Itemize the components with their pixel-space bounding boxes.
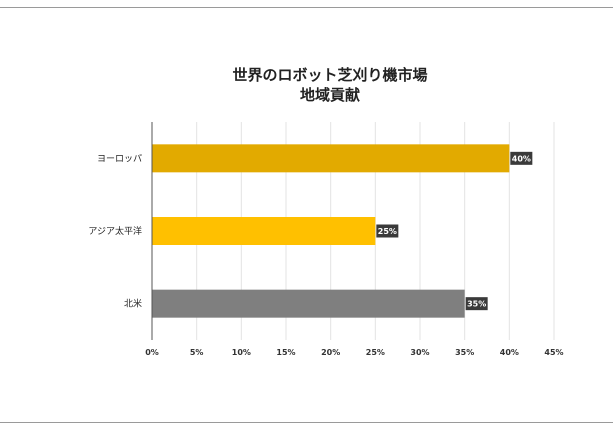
x-tick-label: 25%	[366, 348, 385, 357]
chart-title-line-1: 世界のロボット芝刈り機市場	[232, 66, 427, 84]
chart-title-line-2: 地域貢献	[300, 86, 360, 104]
data-labels: 40% 25% 35%	[376, 151, 533, 311]
bar	[152, 144, 510, 173]
x-axis-tick-labels: 0% 5% 10% 15% 20% 25% 30% 35% 40% 45%	[145, 348, 563, 357]
data-label: 25%	[378, 227, 397, 236]
data-label: 35%	[467, 300, 486, 309]
x-tick-label: 20%	[321, 348, 340, 357]
data-label: 40%	[512, 154, 531, 163]
data-label-box	[465, 297, 488, 311]
x-tick-label: 15%	[276, 348, 295, 357]
top-rule	[0, 7, 613, 8]
bar	[152, 217, 376, 245]
bar	[152, 289, 465, 318]
data-label-box	[510, 151, 533, 165]
x-tick-label: 40%	[500, 348, 519, 357]
x-tick-label: 0%	[145, 348, 159, 357]
x-tick-label: 30%	[410, 348, 429, 357]
x-tick-label: 5%	[190, 348, 204, 357]
bottom-rule	[0, 422, 613, 423]
data-label-box	[376, 224, 399, 238]
x-tick-label: 35%	[455, 348, 474, 357]
category-label: 北米	[124, 298, 142, 310]
x-tick-label: 45%	[544, 348, 563, 357]
category-label: ヨーロッパ	[97, 153, 142, 164]
bar-series	[152, 144, 510, 318]
x-tick-label: 10%	[232, 348, 251, 357]
category-label: アジア太平洋	[88, 225, 142, 237]
